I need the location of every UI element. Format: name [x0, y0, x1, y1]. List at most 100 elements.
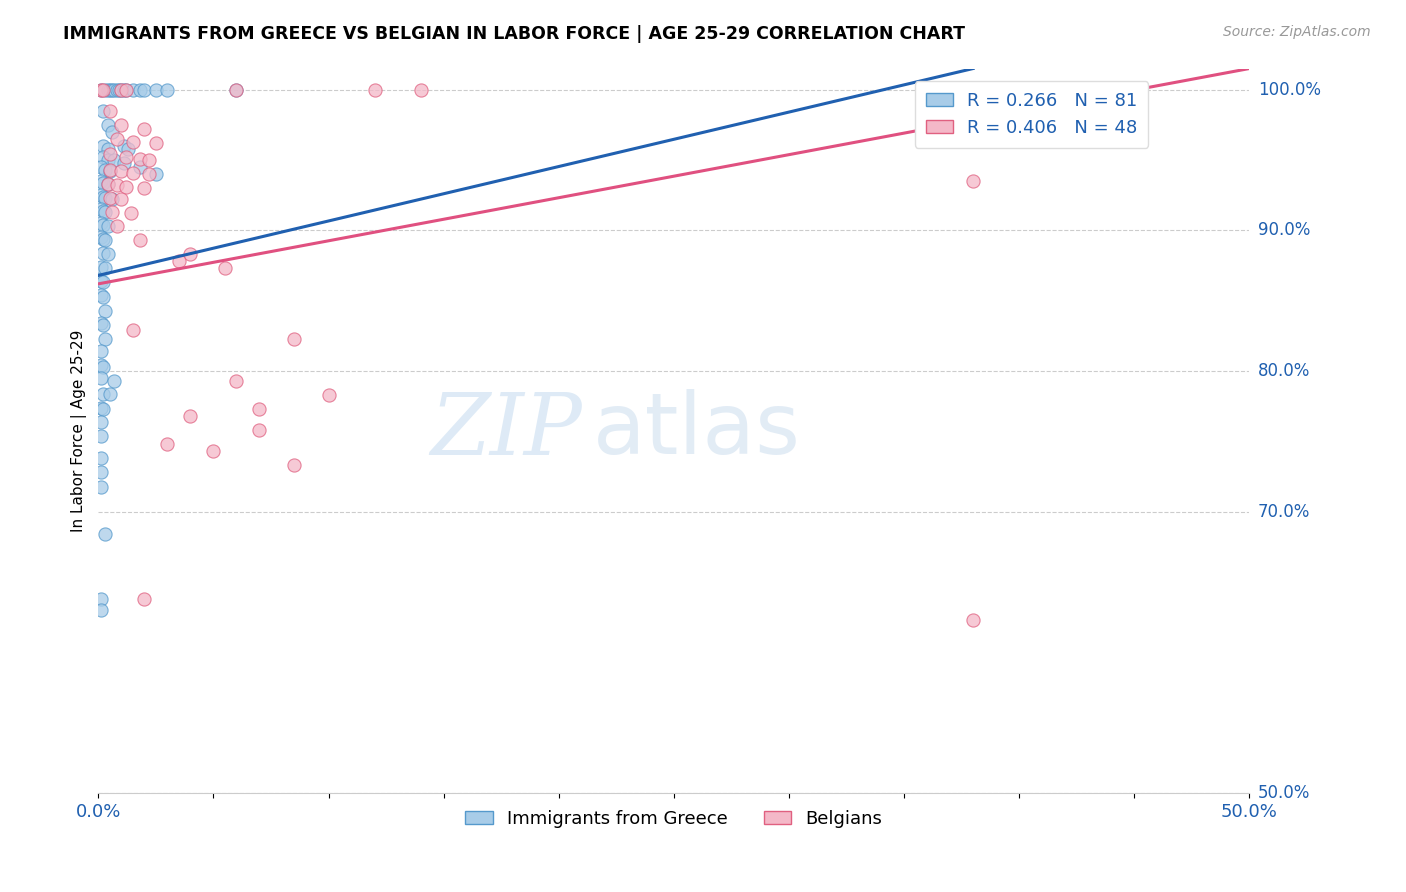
- Point: [94, 162, 117, 177]
- Point: [122, 82, 145, 96]
- Point: [90, 592, 112, 607]
- Point: [138, 167, 160, 181]
- Point: [112, 139, 135, 153]
- Point: [108, 82, 131, 96]
- Point: [97, 142, 120, 156]
- Text: 90.0%: 90.0%: [1258, 221, 1310, 239]
- Point: [94, 82, 117, 96]
- Point: [156, 437, 179, 451]
- Text: 100.0%: 100.0%: [1258, 80, 1320, 99]
- Text: 50.0%: 50.0%: [1258, 784, 1310, 802]
- Point: [90, 451, 112, 466]
- Point: [128, 152, 150, 166]
- Point: [90, 429, 112, 443]
- Text: 80.0%: 80.0%: [1258, 362, 1310, 380]
- Point: [103, 82, 125, 96]
- Text: 70.0%: 70.0%: [1258, 503, 1310, 521]
- Point: [103, 374, 125, 388]
- Point: [97, 118, 120, 132]
- Point: [94, 191, 117, 205]
- Point: [98, 147, 121, 161]
- Point: [134, 122, 156, 136]
- Point: [214, 261, 236, 276]
- Point: [90, 188, 112, 202]
- Point: [101, 82, 124, 96]
- Point: [91, 203, 114, 218]
- Point: [98, 82, 121, 96]
- Point: [98, 191, 121, 205]
- Point: [128, 160, 150, 174]
- Point: [134, 82, 156, 96]
- Point: [179, 409, 201, 424]
- Point: [94, 332, 117, 346]
- Point: [138, 153, 160, 167]
- Point: [90, 82, 112, 96]
- Legend: Immigrants from Greece, Belgians: Immigrants from Greece, Belgians: [458, 803, 890, 835]
- Point: [94, 233, 117, 247]
- Point: [90, 603, 112, 617]
- Point: [101, 193, 124, 207]
- Point: [98, 103, 121, 118]
- Y-axis label: In Labor Force | Age 25-29: In Labor Force | Age 25-29: [72, 330, 87, 533]
- Point: [122, 135, 145, 149]
- Point: [120, 206, 142, 220]
- Point: [91, 103, 114, 118]
- Point: [962, 174, 984, 188]
- Point: [90, 202, 112, 217]
- Point: [90, 274, 112, 288]
- Point: [283, 332, 305, 346]
- Text: ZIP: ZIP: [430, 390, 582, 472]
- Point: [91, 150, 114, 164]
- Point: [91, 246, 114, 260]
- Point: [117, 142, 139, 156]
- Point: [145, 82, 167, 96]
- Point: [179, 247, 201, 261]
- Point: [90, 415, 112, 429]
- Point: [110, 82, 132, 96]
- Text: IMMIGRANTS FROM GREECE VS BELGIAN IN LABOR FORCE | AGE 25-29 CORRELATION CHART: IMMIGRANTS FROM GREECE VS BELGIAN IN LAB…: [63, 25, 966, 43]
- Point: [90, 344, 112, 359]
- Point: [115, 82, 138, 96]
- Point: [283, 458, 305, 473]
- Point: [94, 527, 117, 541]
- Point: [97, 153, 120, 167]
- Point: [145, 167, 167, 181]
- Point: [249, 402, 271, 417]
- Point: [103, 153, 125, 167]
- Point: [110, 118, 132, 132]
- Point: [156, 82, 179, 96]
- Point: [98, 162, 121, 177]
- Point: [110, 193, 132, 207]
- Point: [145, 136, 167, 150]
- Point: [90, 371, 112, 385]
- Point: [91, 232, 114, 246]
- Point: [91, 176, 114, 190]
- Point: [105, 82, 128, 96]
- Point: [101, 125, 124, 139]
- Text: atlas: atlas: [593, 390, 801, 473]
- Point: [91, 218, 114, 232]
- Point: [97, 177, 120, 191]
- Point: [91, 276, 114, 290]
- Point: [101, 205, 124, 219]
- Point: [105, 219, 128, 234]
- Point: [962, 613, 984, 627]
- Point: [90, 316, 112, 330]
- Point: [167, 254, 190, 268]
- Point: [110, 164, 132, 178]
- Point: [112, 82, 135, 96]
- Point: [91, 402, 114, 417]
- Point: [97, 177, 120, 191]
- Point: [409, 82, 432, 96]
- Point: [91, 289, 114, 303]
- Point: [90, 401, 112, 415]
- Point: [363, 82, 385, 96]
- Point: [90, 359, 112, 373]
- Text: Source: ZipAtlas.com: Source: ZipAtlas.com: [1223, 25, 1371, 39]
- Point: [94, 303, 117, 318]
- Point: [128, 233, 150, 247]
- Point: [122, 166, 145, 180]
- Point: [105, 132, 128, 146]
- Point: [98, 164, 121, 178]
- Point: [90, 466, 112, 480]
